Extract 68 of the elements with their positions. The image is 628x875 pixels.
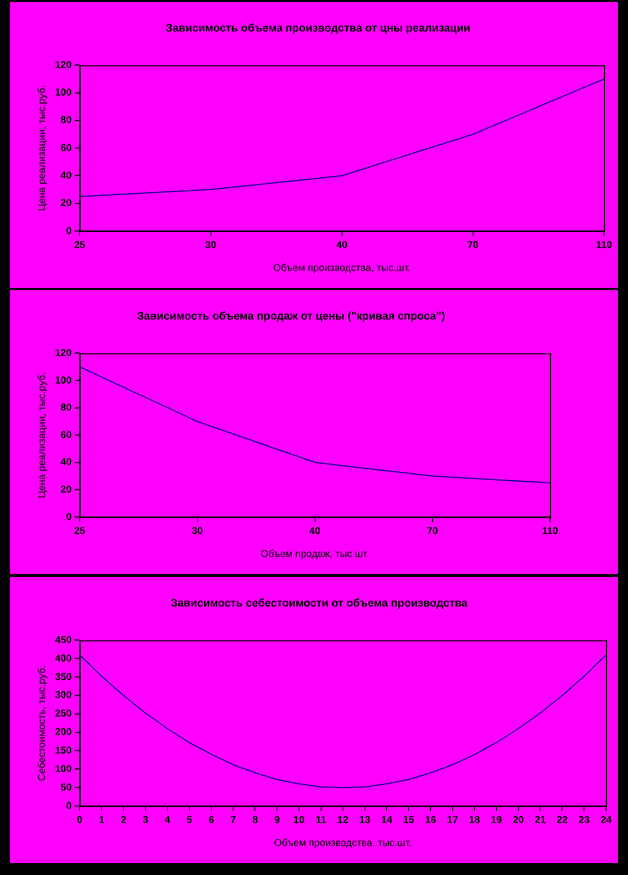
- x-tick-label: 7: [230, 814, 236, 826]
- y-tick-label: 450: [54, 634, 72, 646]
- y-axis-title: Себестоимость, тыс.руб.: [36, 665, 48, 782]
- x-tick-label: 20: [512, 814, 524, 826]
- y-tick-label: 100: [54, 375, 72, 386]
- y-tick-label: 120: [54, 60, 72, 71]
- y-tick-label: 50: [60, 782, 72, 794]
- x-tick-label: 25: [74, 526, 86, 537]
- x-tick-label: 15: [403, 814, 415, 826]
- x-tick-label: 12: [337, 814, 349, 826]
- x-tick-label: 8: [252, 814, 258, 826]
- y-tick-label: 40: [60, 457, 72, 468]
- x-tick-label: 23: [578, 814, 590, 826]
- x-tick-label: 9: [274, 814, 280, 826]
- y-tick-label: 0: [66, 226, 72, 237]
- x-tick-label: 6: [208, 814, 214, 826]
- x-axis-title: Объем производства, тыс.шт.: [273, 262, 411, 274]
- x-tick-label: 70: [426, 526, 438, 537]
- x-tick-label: 0: [76, 814, 83, 826]
- y-tick-label: 0: [66, 800, 72, 812]
- chart-title: Зависимость объема производства от цны реализации: [166, 22, 470, 35]
- chart-title: Зависимость себестоимости от объема производства: [170, 598, 468, 610]
- y-axis-title: Цена реализации, тыс.руб.: [36, 85, 48, 212]
- y-tick-label: 40: [60, 170, 72, 182]
- x-tick-label: 70: [467, 240, 479, 251]
- y-tick-label: 150: [54, 745, 72, 756]
- x-tick-label: 110: [596, 240, 612, 251]
- x-tick-label: 21: [534, 814, 546, 826]
- y-tick-label: 120: [54, 348, 72, 359]
- x-tick-label: 14: [381, 814, 393, 826]
- y-tick-label: 60: [60, 430, 72, 441]
- x-tick-label: 25: [74, 240, 86, 251]
- x-tick-label: 3: [142, 814, 149, 826]
- x-tick-label: 2: [120, 814, 127, 826]
- y-tick-label: 0: [66, 512, 72, 523]
- y-tick-label: 100: [54, 764, 72, 775]
- y-tick-label: 300: [54, 690, 72, 702]
- x-tick-label: 4: [164, 814, 171, 826]
- x-tick-label: 13: [359, 814, 371, 826]
- x-axis-title: Объем продаж, тыс.шт.: [260, 548, 370, 560]
- y-tick-label: 350: [54, 672, 72, 683]
- x-tick-label: 10: [293, 814, 305, 826]
- y-tick-label: 80: [60, 402, 72, 414]
- y-tick-label: 400: [54, 653, 72, 664]
- y-tick-label: 20: [60, 484, 72, 496]
- y-tick-label: 250: [54, 708, 72, 720]
- x-tick-label: 30: [192, 526, 204, 537]
- x-tick-label: 40: [336, 240, 348, 251]
- x-tick-label: 18: [468, 814, 480, 826]
- x-tick-label: 5: [186, 814, 193, 826]
- y-tick-label: 200: [54, 727, 72, 738]
- y-tick-label: 60: [60, 142, 72, 154]
- x-tick-label: 30: [205, 240, 217, 251]
- x-tick-label: 1: [98, 814, 105, 826]
- x-axis-title: Объем производства, тыс.шт.: [274, 838, 412, 849]
- y-axis-title: Цена реализации, тыс.руб.: [36, 372, 48, 498]
- x-tick-label: 24: [600, 814, 612, 826]
- x-tick-label: 40: [309, 526, 321, 537]
- y-tick-label: 80: [60, 115, 72, 126]
- y-tick-label: 100: [54, 88, 72, 99]
- x-tick-label: 11: [316, 814, 327, 826]
- chart-title: Зависимость объема продаж от цены ("кривая спроса"): [137, 310, 446, 323]
- x-tick-label: 17: [446, 814, 458, 826]
- x-tick-label: 16: [425, 814, 437, 826]
- x-tick-label: 110: [542, 526, 558, 537]
- x-tick-label: 22: [556, 814, 568, 826]
- y-tick-label: 20: [60, 198, 72, 210]
- x-tick-label: 19: [490, 814, 502, 826]
